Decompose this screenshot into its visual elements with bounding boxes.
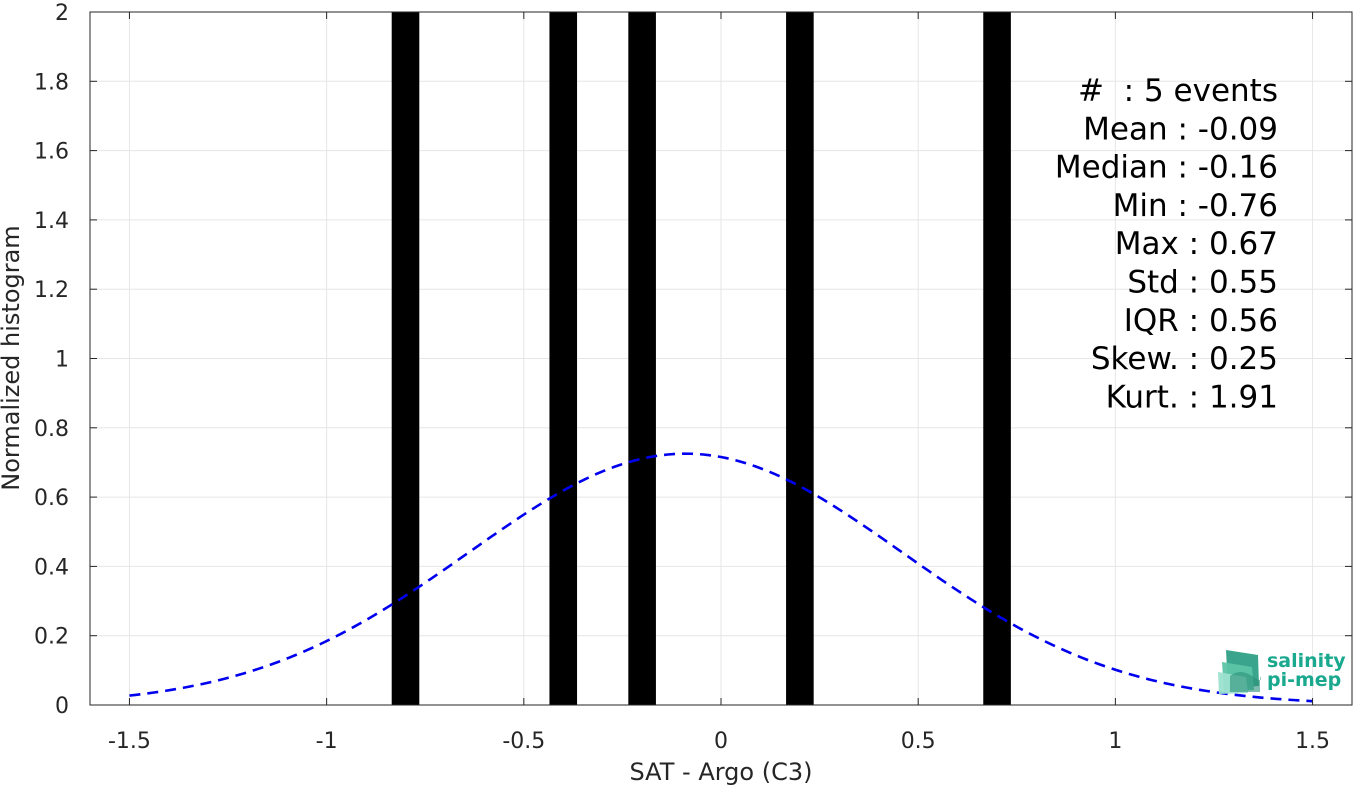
logo-line2: pi-mep [1267, 669, 1341, 691]
histogram-bar-1 [549, 12, 578, 705]
y-tick-label-2: 0.4 [34, 555, 69, 580]
stat-line-4: Max : 0.67 [1115, 226, 1278, 262]
y-tick-label-4: 0.8 [34, 417, 69, 442]
y-tick-label-1: 0.2 [34, 625, 69, 650]
x-axis-label: SAT - Argo (C3) [630, 758, 813, 786]
x-tick-label-6: 1.5 [1295, 729, 1330, 754]
salinity-pi-mep-logo: salinity pi-mep [1218, 650, 1346, 694]
histogram-bar-2 [628, 12, 656, 705]
y-tick-label-3: 0.6 [34, 486, 69, 511]
stat-line-0: # : 5 events [1078, 73, 1278, 109]
histogram-bar-4 [983, 12, 1011, 705]
stat-line-6: IQR : 0.56 [1124, 303, 1278, 339]
stat-line-5: Std : 0.55 [1127, 265, 1278, 301]
x-tick-label-4: 0.5 [901, 729, 936, 754]
x-tick-label-2: -0.5 [502, 729, 545, 754]
y-tick-label-10: 2 [55, 1, 69, 26]
y-tick-label-0: 0 [55, 694, 69, 719]
histogram-bars [391, 12, 1011, 705]
y-tick-label-8: 1.6 [34, 140, 69, 165]
x-tick-label-3: 0 [714, 729, 728, 754]
x-axis-ticks: -1.5 -1 -0.5 0 0.5 1 1.5 [108, 12, 1330, 754]
normal-fit-curve [129, 452, 1313, 703]
x-tick-label-1: -1 [316, 729, 338, 754]
wave-logo-icon [1218, 650, 1261, 694]
y-tick-label-5: 1 [55, 348, 69, 373]
y-axis-ticks: 0 0.2 0.4 0.6 0.8 1 1.2 1.4 1.6 1.8 2 [34, 1, 1352, 719]
stat-line-1: Mean : -0.09 [1083, 111, 1278, 147]
logo-line1: salinity [1267, 650, 1346, 672]
stat-line-3: Min : -0.76 [1113, 188, 1278, 224]
histogram-bar-3 [786, 12, 814, 705]
x-tick-label-0: -1.5 [108, 729, 151, 754]
y-tick-label-9: 1.8 [34, 70, 69, 95]
stat-line-7: Skew. : 0.25 [1091, 341, 1278, 377]
histogram-bar-0 [391, 12, 420, 705]
x-tick-label-5: 1 [1108, 729, 1122, 754]
y-tick-label-7: 1.4 [34, 209, 69, 234]
stat-line-2: Median : -0.16 [1055, 150, 1278, 186]
stat-line-8: Kurt. : 1.91 [1106, 379, 1278, 415]
y-tick-label-6: 1.2 [34, 278, 69, 303]
y-axis-label: Normalized histogram [0, 225, 25, 490]
